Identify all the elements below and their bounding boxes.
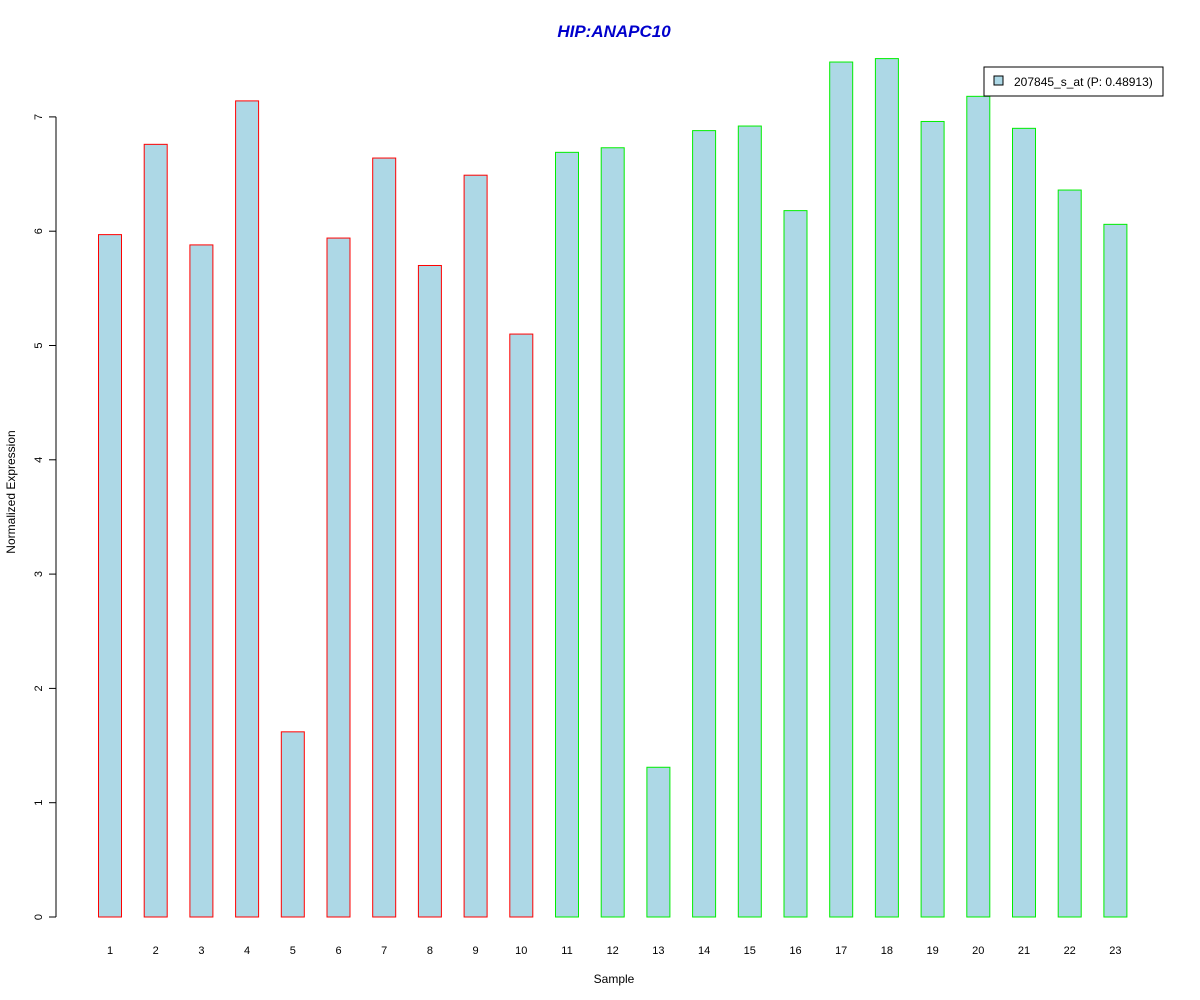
bar-sample-21: [1013, 128, 1036, 917]
bar-sample-2: [144, 144, 167, 917]
y-tick-label: 2: [33, 685, 45, 691]
y-tick-label: 0: [33, 914, 45, 920]
bar-sample-11: [556, 152, 579, 917]
legend-swatch: [994, 76, 1003, 85]
x-tick-label: 21: [1018, 945, 1030, 957]
bar-sample-8: [418, 265, 441, 917]
bar-sample-22: [1058, 190, 1081, 917]
bar-sample-16: [784, 211, 807, 917]
x-tick-label: 6: [335, 945, 341, 957]
bar-sample-4: [236, 101, 259, 917]
bar-sample-23: [1104, 224, 1127, 917]
x-tick-label: 23: [1109, 945, 1121, 957]
bar-sample-12: [601, 148, 624, 917]
x-axis-label: Sample: [594, 972, 635, 986]
x-tick-label: 22: [1064, 945, 1076, 957]
y-tick-label: 6: [33, 228, 45, 234]
x-tick-label: 1: [107, 945, 113, 957]
x-tick-label: 18: [881, 945, 893, 957]
y-tick-label: 1: [33, 800, 45, 806]
legend: 207845_s_at (P: 0.48913): [984, 67, 1163, 96]
bar-sample-9: [464, 175, 487, 917]
x-tick-label: 19: [926, 945, 938, 957]
x-tick-label: 5: [290, 945, 296, 957]
bar-sample-19: [921, 121, 944, 917]
bar-sample-1: [99, 235, 122, 917]
bar-sample-10: [510, 334, 533, 917]
y-tick-label: 3: [33, 571, 45, 577]
x-tick-label: 16: [789, 945, 801, 957]
x-tick-label: 10: [515, 945, 527, 957]
bar-sample-3: [190, 245, 213, 917]
x-tick-label: 13: [652, 945, 664, 957]
bar-sample-20: [967, 96, 990, 917]
chart-title: HIP:ANAPC10: [557, 22, 671, 41]
legend-label: 207845_s_at (P: 0.48913): [1014, 75, 1153, 89]
bars: [99, 59, 1127, 917]
x-tick-label: 7: [381, 945, 387, 957]
x-tick-label: 11: [561, 945, 572, 957]
y-tick-label: 5: [33, 342, 45, 348]
y-axis-label: Normalized Expression: [4, 430, 18, 553]
x-tick-label: 4: [244, 945, 250, 957]
x-tick-label: 2: [153, 945, 159, 957]
x-axis-ticks: 1 2 3 4 5 6 7 8 9 10 11 12 13 14 15 16 17 18 19 20 21 22 23: [107, 945, 1122, 957]
bar-sample-13: [647, 767, 670, 917]
x-tick-label: 9: [473, 945, 479, 957]
bar-sample-6: [327, 238, 350, 917]
y-tick-label: 7: [33, 114, 45, 120]
bar-sample-18: [875, 59, 898, 917]
x-tick-label: 15: [744, 945, 756, 957]
x-tick-label: 14: [698, 945, 710, 957]
bar-sample-7: [373, 158, 396, 917]
y-axis: 0 1 2 3 4 5 6 7: [33, 114, 56, 920]
x-tick-label: 8: [427, 945, 433, 957]
x-tick-label: 3: [198, 945, 204, 957]
x-tick-label: 20: [972, 945, 984, 957]
x-tick-label: 17: [835, 945, 847, 957]
bar-sample-17: [830, 62, 853, 917]
bar-sample-5: [281, 732, 304, 917]
y-tick-label: 4: [33, 457, 45, 463]
bar-sample-14: [693, 131, 716, 917]
bar-sample-15: [738, 126, 761, 917]
x-tick-label: 12: [607, 945, 619, 957]
